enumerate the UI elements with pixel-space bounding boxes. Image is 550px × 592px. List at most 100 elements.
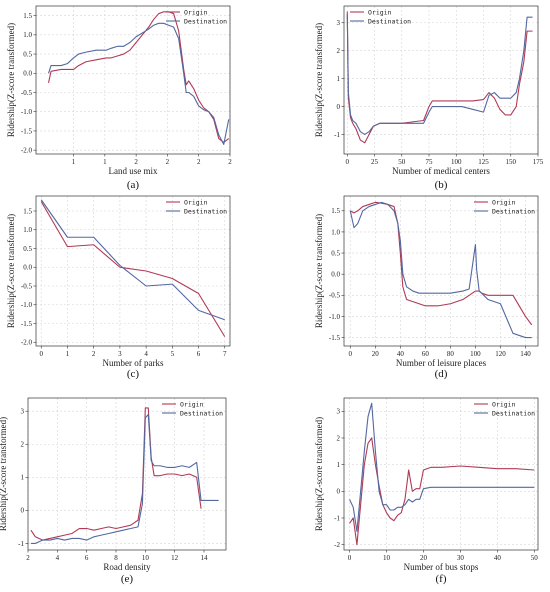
x-tick-label: 150 [506,158,517,166]
chart-b: 0 25 50 75 100 125 150 175 -1 0 1 2 3 Number of medic… [314,5,544,191]
legend-label-origin: Origin [492,198,516,206]
y-tick-label: -1 [334,514,340,522]
y-axis-label: Ridership(Z-score transformed) [314,417,324,531]
plot-frame [35,5,231,155]
y-tick-label: 2 [337,47,341,55]
x-tick-label: 1 [66,350,70,358]
x-tick-label: 0 [349,350,353,358]
y-tick-label: 1 [21,474,25,482]
legend-label-destination: Destination [368,17,411,25]
y-tick-label: -1.5 [21,320,33,328]
x-tick-label: 6 [197,350,201,358]
y-tick-label: 1.0 [331,228,340,236]
x-tick-label: 30 [457,554,465,562]
panel-label: (b) [435,179,448,191]
x-tick-label: 75 [426,158,434,166]
legend-label-destination: Destination [184,17,227,25]
y-tick-label: -1.0 [329,313,341,321]
y-tick-label: -2.0 [21,339,33,347]
legend-label-destination: Destination [184,207,227,215]
y-tick-label: 2 [21,441,25,449]
x-axis-label: Land use mix [109,166,158,176]
y-tick-label: 3 [337,19,341,27]
y-tick-label: 0.5 [23,50,32,58]
x-tick-label: 2 [26,554,30,562]
x-tick-label: 0 [348,554,352,562]
panel-label: (e) [121,573,134,585]
series-line-destination [47,22,230,145]
panel-label: (f) [436,573,447,585]
y-tick-label: 0 [21,507,25,515]
x-tick-label: 7 [223,350,227,358]
x-tick-label: 0 [39,350,43,358]
y-tick-label: -0.5 [21,89,33,97]
legend-label-origin: Origin [368,8,392,16]
y-tick-label: 1.5 [331,207,340,215]
x-axis-label: Number of medical centers [392,166,490,176]
plot-frame [343,195,539,347]
series-line-origin [30,407,202,541]
legend-label-destination: Destination [180,409,223,417]
y-tick-label: 3 [21,408,25,416]
y-tick-label: -1.0 [21,301,33,309]
y-tick-label: 1.0 [23,226,32,234]
x-tick-label: 100 [470,350,481,358]
y-tick-label: 0.5 [23,245,32,253]
legend-label-destination: Destination [492,207,535,215]
series-line-origin [349,437,535,546]
panel-label: (a) [127,179,140,191]
legend-label-origin: Origin [180,400,204,408]
panel-label: (c) [127,368,140,380]
x-tick-label: 2 [197,158,201,166]
series-line-origin [40,201,226,337]
x-tick-label: 100 [451,158,462,166]
chart-d: 0 20 40 60 80 100 120 140 -1.5 -1.0 -0.5 0.0 0.5 1.0 1… [314,195,539,380]
plot-frame [343,397,539,551]
x-tick-label: 40 [397,350,405,358]
x-axis-label: Number of leisure places [396,358,487,368]
y-tick-label: 0.5 [331,249,340,257]
x-tick-label: 50 [398,158,406,166]
legend-label-origin: Origin [492,400,516,408]
y-tick-label: 0.0 [23,70,32,78]
y-tick-label: 1 [337,75,341,83]
y-tick-label: -0.5 [21,282,33,290]
y-tick-label: 1.5 [23,12,32,20]
x-tick-label: 25 [371,158,379,166]
x-tick-label: 175 [533,158,544,166]
series-line-origin [346,11,533,144]
y-tick-label: -0.5 [329,292,341,300]
chart-c: 0 1 2 3 4 5 6 7 -2.0 -1.5 -1.0 -0.5 0.0 0.5 1.0 1.5 Numb… [6,195,231,380]
series-line-destination [40,199,225,321]
y-tick-label: 0 [337,103,341,111]
y-tick-label: -1.0 [21,108,33,116]
legend-label-origin: Origin [184,198,208,206]
legend-label-origin: Origin [184,8,208,16]
x-tick-label: 14 [201,554,209,562]
y-axis-label: Ridership(Z-score transformed) [6,23,16,137]
y-tick-label: 2 [337,434,341,442]
y-axis-label: Ridership(Z-score transformed) [6,214,16,328]
legend-label-destination: Destination [492,409,535,417]
series-line-destination [349,402,535,532]
x-tick-label: 20 [372,350,380,358]
x-tick-label: 120 [495,350,506,358]
y-tick-label: -2 [334,541,340,549]
y-tick-label: 1.0 [23,31,32,39]
x-tick-label: 80 [447,350,455,358]
x-tick-label: 125 [478,158,489,166]
x-tick-label: 2 [166,158,170,166]
y-axis-label: Ridership(Z-score transformed) [314,214,324,328]
x-axis-label: Road density [103,562,151,572]
x-tick-label: 10 [142,554,150,562]
x-tick-label: 6 [85,554,89,562]
chart-f: 0 10 20 30 40 50 -2 -1 0 1 2 3 Number of bus stops Ri… [314,397,539,585]
